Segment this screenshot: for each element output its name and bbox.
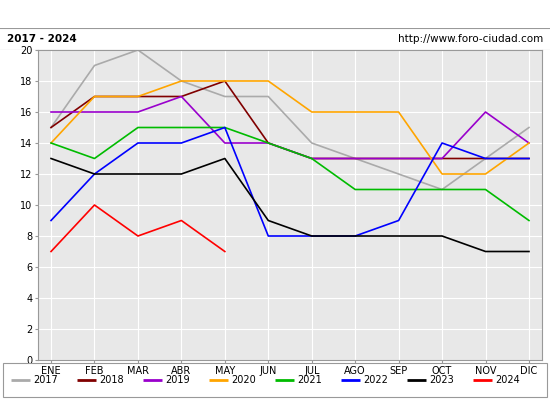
Text: 2023: 2023 (429, 375, 454, 385)
Text: 2017 - 2024: 2017 - 2024 (7, 34, 76, 44)
Text: 2018: 2018 (99, 375, 124, 385)
Text: 2019: 2019 (165, 375, 190, 385)
Bar (3, 363, 547, 397)
Text: 2020: 2020 (231, 375, 256, 385)
Text: 2021: 2021 (297, 375, 322, 385)
Text: http://www.foro-ciudad.com: http://www.foro-ciudad.com (398, 34, 543, 44)
Text: 2017: 2017 (33, 375, 58, 385)
Text: 2022: 2022 (363, 375, 388, 385)
Text: 2024: 2024 (495, 375, 520, 385)
Text: Evolucion del paro registrado en Murias de Paredes: Evolucion del paro registrado en Murias … (96, 7, 454, 21)
